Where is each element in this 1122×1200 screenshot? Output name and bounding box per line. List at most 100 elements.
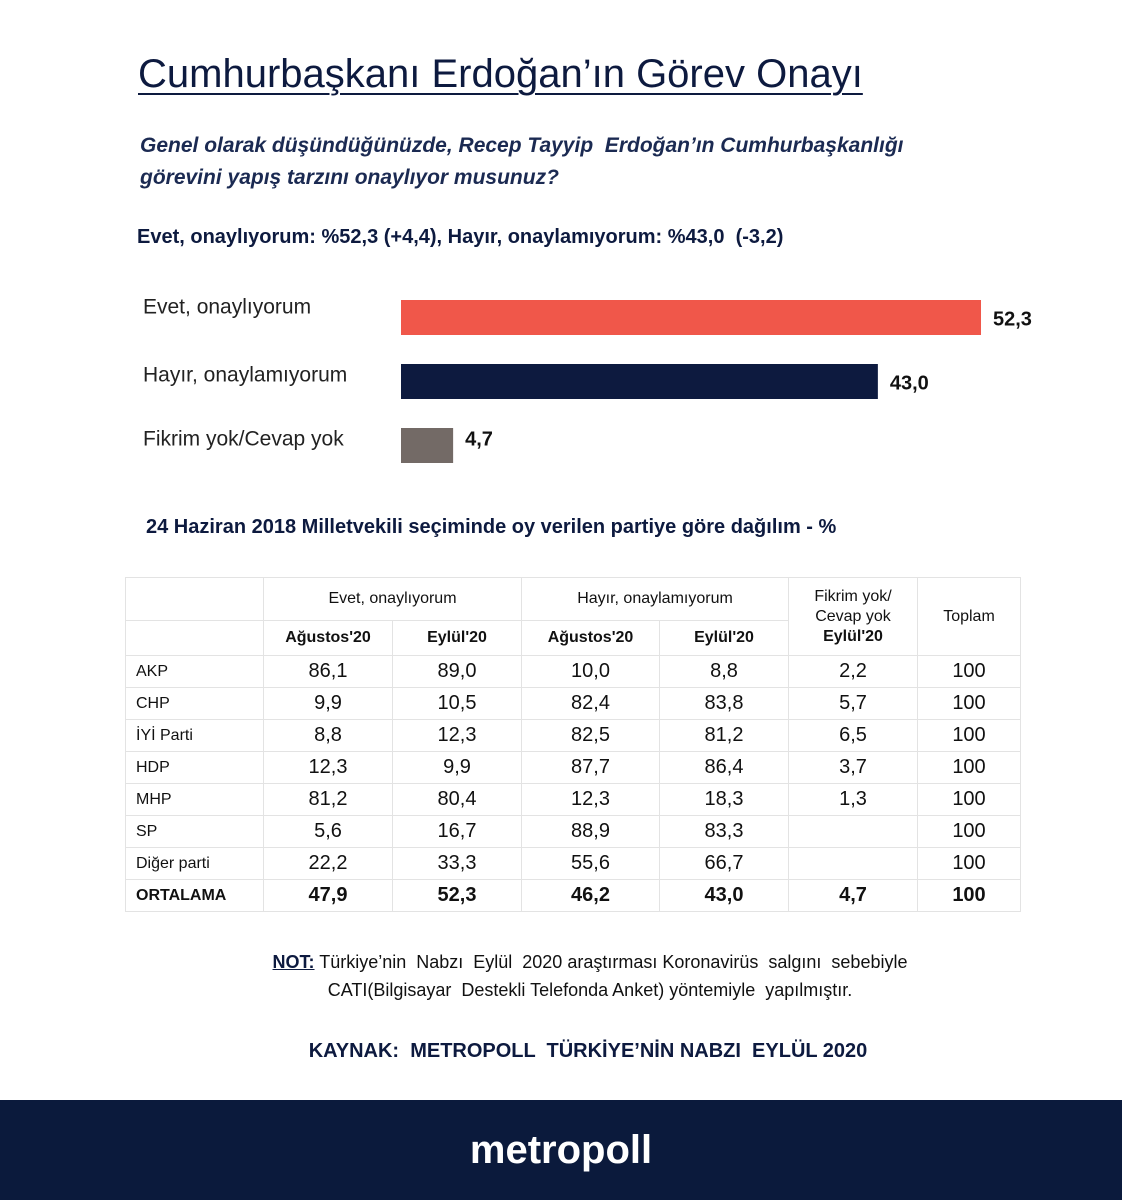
table-cell: 1,3 bbox=[788, 783, 918, 816]
table-cell: Hayır, onaylamıyorum bbox=[521, 577, 789, 621]
table-row: Diğer parti 22,2 33,3 55,6 66,7 100 bbox=[125, 847, 1021, 880]
table-cell: 86,1 bbox=[263, 655, 393, 688]
table-cell: 8,8 bbox=[263, 719, 393, 752]
table-cell: AKP bbox=[125, 655, 264, 688]
table-cell: 33,3 bbox=[392, 847, 522, 880]
category-label: Evet, onaylıyorum bbox=[143, 296, 311, 319]
table-cell: 18,3 bbox=[659, 783, 789, 816]
table-row: MHP 81,2 80,4 12,3 18,3 1,3 100 bbox=[125, 783, 1021, 816]
table: Evet, onaylıyorum Hayır, onaylamıyorum Fik… bbox=[125, 577, 1021, 912]
table-row: ORTALAMA 47,9 52,3 46,2 43,0 4,7 100 bbox=[125, 879, 1021, 912]
table-cell: 10,0 bbox=[521, 655, 660, 688]
value-label: 43,0 bbox=[890, 372, 929, 394]
table-cell bbox=[125, 577, 264, 621]
table-row: CHP 9,9 10,5 82,4 83,8 5,7 100 bbox=[125, 687, 1021, 720]
question: Genel olarak düşündüğünüzde, Recep Tayyi… bbox=[140, 134, 904, 157]
table-cell: 16,7 bbox=[392, 815, 522, 848]
table-cell: 100 bbox=[917, 783, 1021, 816]
table-row: SP 5,6 16,7 88,9 83,3 100 bbox=[125, 815, 1021, 848]
table-cell: 5,7 bbox=[788, 687, 918, 720]
table-cell: Ağustos'20 bbox=[521, 620, 660, 656]
table-cell: 46,2 bbox=[521, 879, 660, 912]
table-cell: 55,6 bbox=[521, 847, 660, 880]
table-cell: SP bbox=[125, 815, 264, 848]
table-cell: 52,3 bbox=[392, 879, 522, 912]
table-cell: 82,5 bbox=[521, 719, 660, 752]
bar-chart: Evet, onaylıyorum 52,3 Hayır, onaylamıyoru… bbox=[143, 296, 1032, 463]
subheader: Eylül'20 bbox=[823, 627, 883, 645]
table-cell: 100 bbox=[917, 655, 1021, 688]
table-cell bbox=[125, 620, 264, 656]
footer: metropoll bbox=[0, 1100, 1122, 1200]
note-label: NOT: bbox=[272, 952, 315, 972]
source: KAYNAK: METROPOLL TÜRKİYE’NİN NABZI EYLÜ… bbox=[308, 1040, 868, 1062]
header-text: Cevap yok bbox=[815, 607, 891, 625]
table-row: AKP 86,1 89,0 10,0 8,8 2,2 100 bbox=[125, 655, 1021, 688]
table-cell bbox=[788, 847, 918, 880]
table-cell: 9,9 bbox=[392, 751, 522, 784]
title: Cumhurbaşkanı Erdoğan’ın Görev Onayı bbox=[138, 52, 863, 96]
table-cell: 82,4 bbox=[521, 687, 660, 720]
table-cell: 43,0 bbox=[659, 879, 789, 912]
table-title: 24 Haziran 2018 Milletvekili seçiminde o… bbox=[146, 516, 837, 538]
note-line: Türkiye’nin Nabzı Eylül 2020 araştırması… bbox=[319, 952, 908, 972]
table-cell: 10,5 bbox=[392, 687, 522, 720]
table-cell: 100 bbox=[917, 687, 1021, 720]
table-cell: 100 bbox=[917, 815, 1021, 848]
table-cell: Eylül'20 bbox=[392, 620, 522, 656]
table-cell: 8,8 bbox=[659, 655, 789, 688]
table-cell: Eylül'20 bbox=[659, 620, 789, 656]
value-label: 4,7 bbox=[465, 428, 493, 450]
table-cell: 81,2 bbox=[263, 783, 393, 816]
table-row: İYİ Parti 8,8 12,3 82,5 81,2 6,5 100 bbox=[125, 719, 1021, 752]
table-cell: ORTALAMA bbox=[125, 879, 264, 912]
table-cell: 100 bbox=[917, 719, 1021, 752]
table-cell: 83,3 bbox=[659, 815, 789, 848]
table-cell: 88,9 bbox=[521, 815, 660, 848]
note: NOT: Türkiye’nin Nabzı Eylül 2020 araştı… bbox=[0, 952, 1122, 973]
table-cell: CHP bbox=[125, 687, 264, 720]
category-label: Hayır, onaylamıyorum bbox=[143, 364, 347, 387]
question: görevini yapış tarzını onaylıyor musunuz… bbox=[140, 166, 559, 189]
table-cell: 22,2 bbox=[263, 847, 393, 880]
table-cell: 83,8 bbox=[659, 687, 789, 720]
table-cell: Ağustos'20 bbox=[263, 620, 393, 656]
table-cell: 100 bbox=[917, 751, 1021, 784]
table-cell: 47,9 bbox=[263, 879, 393, 912]
value-label: 52,3 bbox=[993, 308, 1032, 330]
table-cell: 9,9 bbox=[263, 687, 393, 720]
header-row: Evet, onaylıyorum Hayır, onaylamıyorum Fik… bbox=[125, 577, 1021, 656]
table-cell: 12,3 bbox=[392, 719, 522, 752]
table-cell: 100 bbox=[917, 847, 1021, 880]
table-cell: MHP bbox=[125, 783, 264, 816]
table-cell: 6,5 bbox=[788, 719, 918, 752]
table-cell: 4,7 bbox=[788, 879, 918, 912]
brand: metropoll bbox=[469, 1128, 653, 1172]
table-cell: İYİ Parti bbox=[125, 719, 264, 752]
table-cell: Diğer parti bbox=[125, 847, 264, 880]
table-cell: 66,7 bbox=[659, 847, 789, 880]
table-cell: 87,7 bbox=[521, 751, 660, 784]
table-cell: 3,7 bbox=[788, 751, 918, 784]
table-cell: 12,3 bbox=[263, 751, 393, 784]
header-text: Fikrim yok/ bbox=[814, 587, 892, 605]
table-cell: HDP bbox=[125, 751, 264, 784]
note-line: CATI(Bilgisayar Destekli Telefonda Anket… bbox=[327, 980, 853, 1000]
bar bbox=[401, 428, 454, 463]
table-cell: 100 bbox=[917, 879, 1021, 912]
table-cell: Toplam bbox=[917, 577, 1021, 656]
table-cell: Fikrim yok/Cevap yok Eylül'20 bbox=[788, 577, 918, 656]
table-cell: 5,6 bbox=[263, 815, 393, 848]
table-cell bbox=[788, 815, 918, 848]
table-cell: Evet, onaylıyorum bbox=[263, 577, 522, 621]
bar bbox=[401, 300, 982, 335]
category-label: Fikrim yok/Cevap yok bbox=[143, 428, 344, 451]
table-cell: 80,4 bbox=[392, 783, 522, 816]
bar bbox=[401, 364, 878, 399]
table-row: HDP 12,3 9,9 87,7 86,4 3,7 100 bbox=[125, 751, 1021, 784]
table-cell: 12,3 bbox=[521, 783, 660, 816]
table-cell: 81,2 bbox=[659, 719, 789, 752]
summary: Evet, onaylıyorum: %52,3 (+4,4), Hayır, … bbox=[137, 226, 784, 248]
table-cell: 86,4 bbox=[659, 751, 789, 784]
